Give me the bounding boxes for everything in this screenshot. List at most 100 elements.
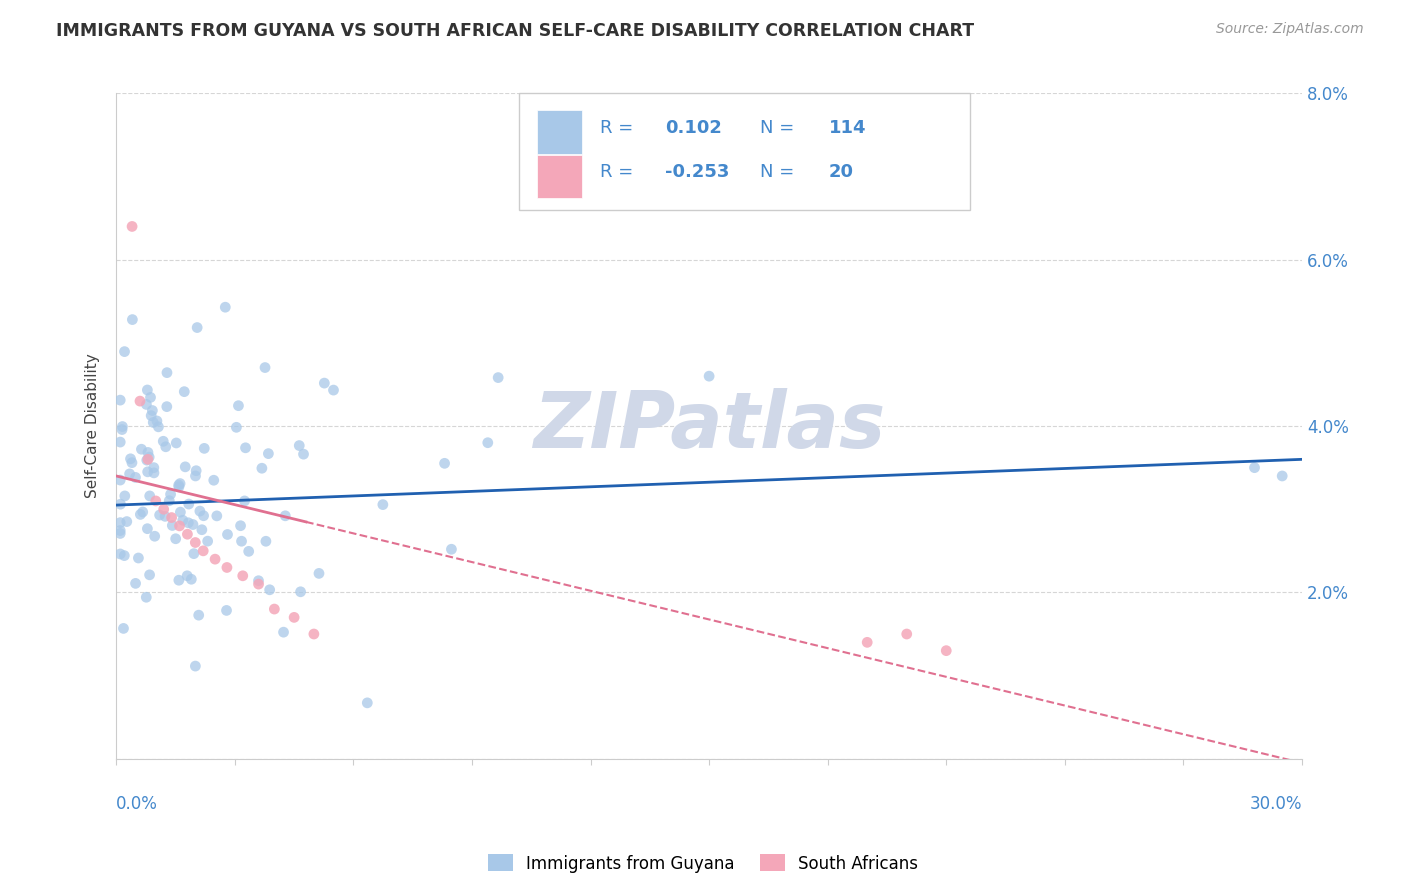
Point: [121, 456, 143, 470]
Point: [167, 478, 190, 492]
Point: [139, 391, 162, 405]
Point: [110, 524, 132, 538]
Text: 0.102: 0.102: [665, 119, 723, 137]
Point: [131, 442, 153, 457]
Point: [157, 493, 180, 508]
Point: [142, 466, 165, 480]
Point: [169, 519, 191, 533]
Point: [124, 470, 146, 484]
Point: [247, 577, 270, 591]
Point: [148, 420, 170, 434]
Text: 114: 114: [830, 119, 866, 137]
Text: R =: R =: [600, 119, 640, 137]
Point: [114, 344, 136, 359]
Point: [165, 532, 187, 546]
Point: [135, 591, 157, 605]
Point: [110, 473, 132, 487]
Point: [193, 508, 215, 523]
Point: [156, 400, 179, 414]
Point: [184, 659, 207, 673]
Point: [302, 627, 325, 641]
Point: [181, 517, 204, 532]
Point: [233, 494, 256, 508]
Text: ZIPatlas: ZIPatlas: [533, 388, 886, 464]
Point: [231, 534, 253, 549]
Text: 20: 20: [830, 163, 853, 181]
Point: [136, 452, 159, 467]
Point: [176, 569, 198, 583]
Point: [215, 560, 238, 574]
Point: [187, 608, 209, 623]
Point: [173, 384, 195, 399]
Point: [165, 436, 187, 450]
FancyBboxPatch shape: [537, 155, 582, 198]
Point: [697, 369, 720, 384]
Point: [110, 526, 132, 541]
Y-axis label: Self-Care Disability: Self-Care Disability: [86, 354, 100, 499]
Point: [110, 547, 132, 561]
Point: [141, 409, 163, 423]
Point: [110, 516, 132, 530]
Point: [153, 509, 176, 524]
Point: [135, 453, 157, 467]
Point: [169, 505, 191, 519]
Point: [136, 445, 159, 459]
Point: [121, 312, 143, 326]
Point: [486, 370, 509, 384]
Point: [250, 461, 273, 475]
Point: [132, 505, 155, 519]
Point: [177, 516, 200, 530]
FancyBboxPatch shape: [537, 111, 582, 153]
Point: [193, 442, 215, 456]
Point: [1271, 469, 1294, 483]
Point: [145, 494, 167, 508]
Point: [935, 643, 957, 657]
Point: [314, 376, 336, 390]
Point: [290, 584, 312, 599]
Point: [152, 502, 174, 516]
Point: [896, 627, 918, 641]
Point: [308, 566, 330, 581]
Point: [477, 435, 499, 450]
Point: [110, 435, 132, 450]
Point: [273, 625, 295, 640]
Point: [177, 497, 200, 511]
Point: [292, 447, 315, 461]
Point: [110, 497, 132, 511]
Point: [167, 573, 190, 587]
Point: [215, 603, 238, 617]
Point: [263, 602, 285, 616]
Legend: Immigrants from Guyana, South Africans: Immigrants from Guyana, South Africans: [481, 847, 925, 880]
Point: [202, 473, 225, 487]
Point: [141, 403, 163, 417]
Point: [146, 414, 169, 428]
Point: [188, 504, 211, 518]
Point: [356, 696, 378, 710]
Point: [235, 441, 257, 455]
Point: [856, 635, 879, 649]
Point: [111, 419, 134, 434]
Text: N =: N =: [761, 119, 800, 137]
Point: [112, 622, 135, 636]
Point: [143, 529, 166, 543]
Point: [121, 219, 143, 234]
Point: [115, 515, 138, 529]
Point: [172, 513, 194, 527]
Point: [191, 523, 214, 537]
Point: [152, 434, 174, 449]
Point: [433, 456, 456, 470]
Point: [127, 551, 149, 566]
Point: [124, 576, 146, 591]
Point: [129, 394, 152, 409]
Point: [259, 582, 281, 597]
FancyBboxPatch shape: [519, 94, 970, 210]
Point: [371, 498, 394, 512]
Text: R =: R =: [600, 163, 640, 181]
Point: [162, 518, 184, 533]
Point: [138, 489, 160, 503]
Point: [159, 487, 181, 501]
Point: [155, 440, 177, 454]
Point: [156, 366, 179, 380]
Point: [169, 476, 191, 491]
Point: [217, 527, 239, 541]
